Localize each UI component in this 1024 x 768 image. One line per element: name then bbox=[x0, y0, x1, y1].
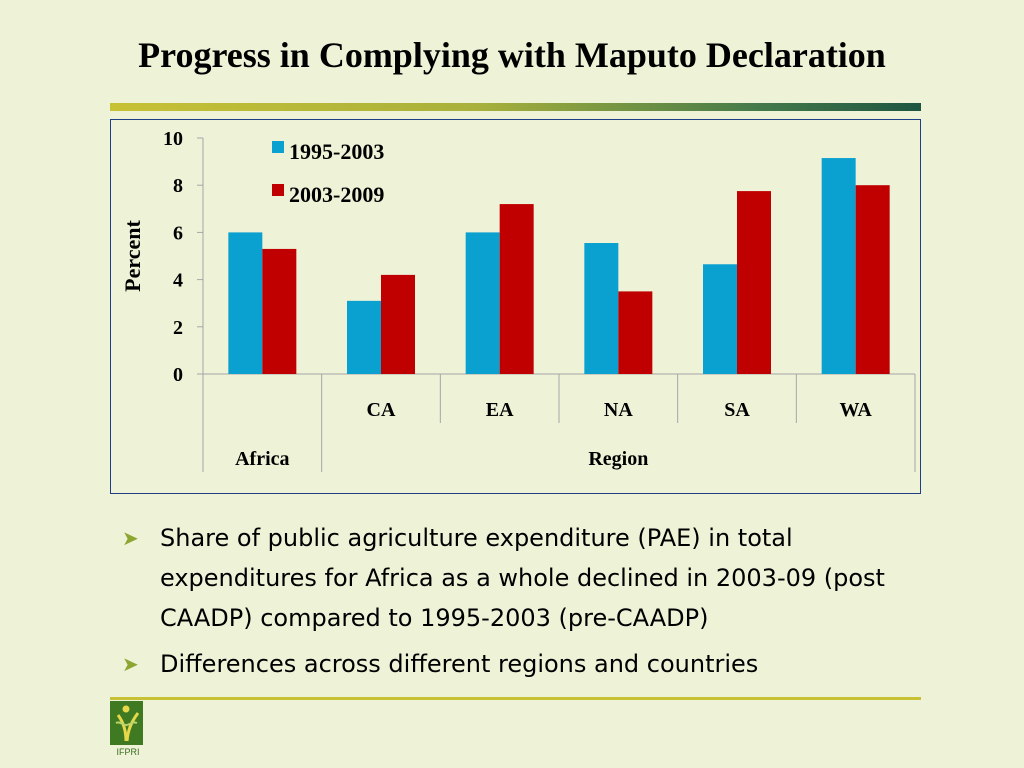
bar-2003-2009 bbox=[262, 248, 297, 374]
title-divider bbox=[110, 103, 921, 111]
y-tick-label: 10 bbox=[163, 128, 183, 150]
legend-label: 1995-2003 bbox=[289, 139, 384, 164]
bar-1995-2003 bbox=[821, 158, 856, 374]
ifpri-logo bbox=[110, 701, 143, 745]
bullet-text: Share of public agriculture expenditure … bbox=[160, 524, 885, 632]
legend-swatch bbox=[272, 141, 284, 153]
x-group-label: Region bbox=[588, 448, 648, 470]
bar-chart: 0 2 4 6 8 10 Percent CA EA NA SA WA Africa Region 1995… bbox=[120, 128, 916, 472]
x-category-label: CA bbox=[367, 399, 396, 421]
bullet-list: ➤ Share of public agriculture expenditur… bbox=[122, 518, 922, 690]
arrow-bullet-icon: ➤ bbox=[122, 652, 139, 676]
bullet-text: Differences across different regions and… bbox=[160, 650, 759, 678]
bar-1995-2003 bbox=[228, 232, 263, 374]
legend-label: 2003-2009 bbox=[289, 182, 384, 207]
bar-1995-2003 bbox=[584, 243, 619, 374]
slide-title: Progress in Complying with Maputo Declar… bbox=[138, 35, 886, 75]
y-tick-label: 8 bbox=[173, 175, 183, 197]
logo-text: IFPRI bbox=[116, 747, 140, 757]
y-tick-label: 2 bbox=[173, 317, 183, 339]
bar-1995-2003 bbox=[703, 264, 737, 374]
y-axis-title: Percent bbox=[120, 220, 145, 292]
arrow-bullet-icon: ➤ bbox=[122, 526, 139, 550]
footer-divider bbox=[110, 697, 921, 700]
x-category-label: SA bbox=[724, 399, 750, 421]
bar-2003-2009 bbox=[499, 204, 534, 374]
bar-2003-2009 bbox=[737, 191, 771, 374]
bar-1995-2003 bbox=[347, 300, 381, 374]
bar-1995-2003 bbox=[465, 232, 500, 374]
x-category-label: NA bbox=[604, 399, 633, 421]
y-tick-label: 4 bbox=[173, 270, 183, 292]
x-category-label: WA bbox=[840, 399, 873, 421]
bar-2003-2009 bbox=[618, 291, 653, 374]
x-group-label: Africa bbox=[235, 448, 289, 470]
bullet-item: ➤ Differences across different regions a… bbox=[122, 644, 922, 684]
bar-2003-2009 bbox=[855, 185, 890, 374]
y-tick-label: 0 bbox=[173, 364, 183, 386]
y-tick-label: 6 bbox=[173, 222, 183, 244]
chart-frame: 0 2 4 6 8 10 Percent CA EA NA SA WA Africa Region 1995… bbox=[110, 119, 921, 494]
legend-swatch bbox=[272, 184, 284, 196]
bar-2003-2009 bbox=[381, 274, 415, 374]
x-category-label: EA bbox=[486, 399, 514, 421]
bullet-item: ➤ Share of public agriculture expenditur… bbox=[122, 518, 922, 638]
